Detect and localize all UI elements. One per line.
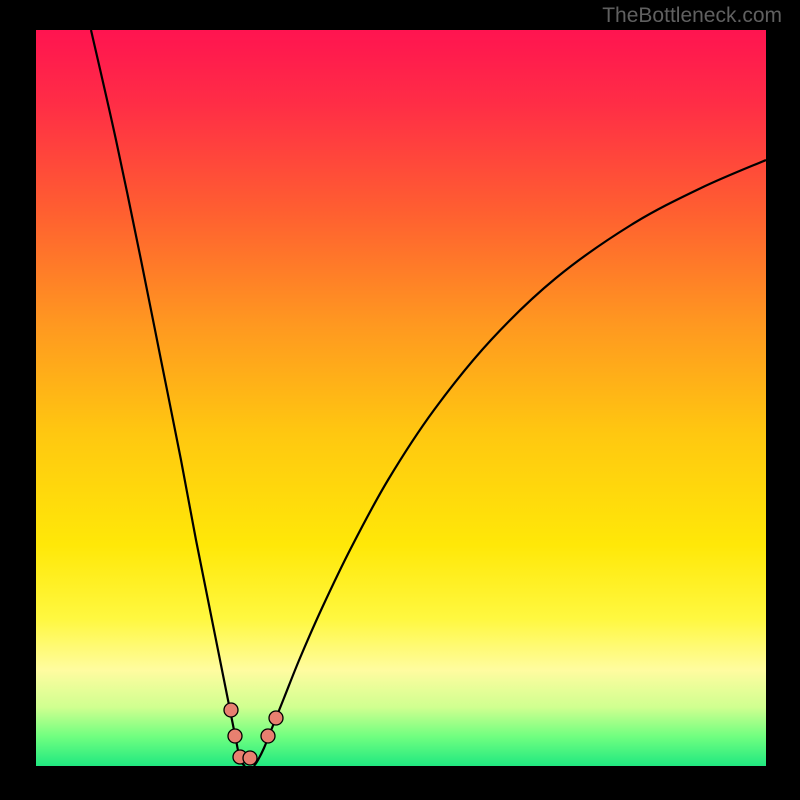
marker-dot bbox=[243, 751, 257, 765]
watermark-text: TheBottleneck.com bbox=[602, 4, 782, 28]
curves-overlay bbox=[36, 30, 766, 766]
plot-area bbox=[36, 30, 766, 766]
marker-dot bbox=[269, 711, 283, 725]
marker-dot bbox=[228, 729, 242, 743]
marker-group bbox=[224, 703, 283, 765]
marker-dot bbox=[261, 729, 275, 743]
right-curve bbox=[254, 160, 766, 766]
left-curve bbox=[91, 30, 245, 766]
marker-dot bbox=[224, 703, 238, 717]
